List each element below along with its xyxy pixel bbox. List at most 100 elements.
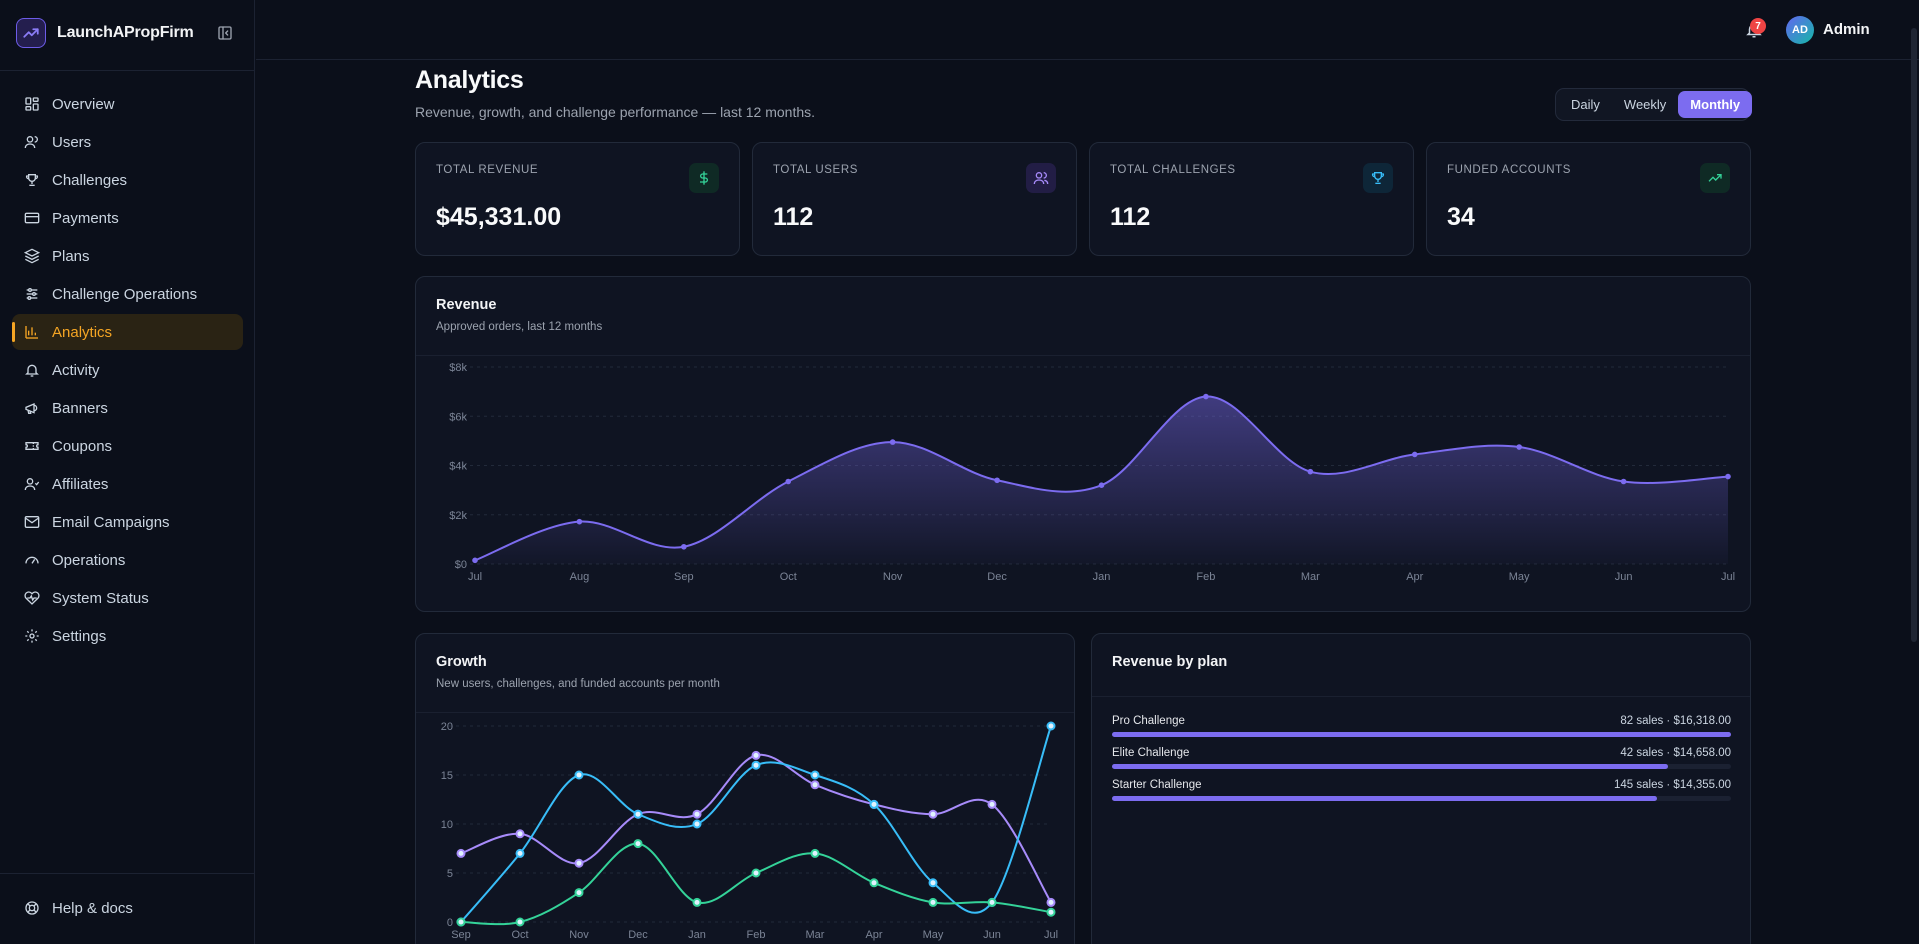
trending-up-icon: [1700, 163, 1730, 193]
range-daily-button[interactable]: Daily: [1571, 97, 1600, 112]
plan-row: Pro Challenge 82 sales · $16,318.00: [1112, 715, 1731, 743]
credit-card-icon: [24, 210, 40, 226]
card-divider: [1092, 696, 1750, 697]
x-tick-label: Dec: [628, 929, 648, 941]
data-point: [692, 897, 702, 907]
data-point: [1725, 473, 1731, 480]
sidebar-item-activity[interactable]: Activity: [12, 352, 243, 388]
x-tick-label: Sep: [451, 929, 471, 941]
data-point: [574, 858, 584, 868]
data-point: [1307, 468, 1314, 475]
sidebar-item-label: Email Campaigns: [52, 513, 170, 531]
sidebar-item-challenges[interactable]: Challenges: [12, 162, 243, 198]
page-scrollbar[interactable]: [1911, 28, 1917, 642]
x-tick-label: Mar: [806, 929, 825, 941]
plan-bar-track: [1112, 796, 1731, 801]
data-point: [994, 477, 1000, 484]
x-tick-label: Nov: [883, 571, 903, 583]
data-point: [751, 750, 761, 760]
x-tick-label: Mar: [1301, 571, 1320, 583]
x-tick-label: Jun: [983, 929, 1001, 941]
data-point: [810, 780, 820, 790]
y-tick-label: $4k: [449, 461, 467, 473]
page-subtitle: Revenue, growth, and challenge performan…: [415, 104, 816, 120]
x-tick-label: Jan: [1093, 571, 1111, 583]
sidebar-item-label: Challenge Operations: [52, 285, 198, 303]
data-point: [928, 878, 938, 888]
sidebar-item-coupons[interactable]: Coupons: [12, 428, 243, 464]
stat-label: TOTAL CHALLENGES: [1110, 164, 1236, 176]
x-tick-label: Oct: [511, 929, 528, 941]
data-point: [633, 839, 643, 849]
data-point: [456, 917, 466, 927]
sidebar-item-operations[interactable]: Operations: [12, 542, 243, 578]
data-point: [681, 543, 687, 550]
data-point: [928, 897, 938, 907]
data-point: [869, 878, 879, 888]
data-point: [472, 557, 478, 564]
grid-icon: [24, 96, 40, 112]
x-tick-label: Dec: [987, 571, 1007, 583]
users-icon: [24, 476, 40, 492]
y-tick-label: 10: [441, 819, 453, 831]
plan-bar-fill: [1112, 732, 1731, 737]
gear-icon: [24, 628, 40, 644]
user-name[interactable]: Admin: [1823, 21, 1870, 38]
sidebar-item-affiliates[interactable]: Affiliates: [12, 466, 243, 502]
layers-icon: [24, 248, 40, 264]
sidebar-item-system-status[interactable]: System Status: [12, 580, 243, 616]
sidebar-item-email-campaigns[interactable]: Email Campaigns: [12, 504, 243, 540]
help-docs-link[interactable]: Help & docs: [12, 890, 243, 928]
growth-card-subtitle: New users, challenges, and funded accoun…: [436, 678, 720, 690]
range-weekly-button[interactable]: Weekly: [1623, 97, 1667, 112]
users-icon: [1026, 163, 1056, 193]
sidebar-item-settings[interactable]: Settings: [12, 618, 243, 654]
stat-label: TOTAL REVENUE: [436, 164, 539, 176]
sidebar-item-users[interactable]: Users: [12, 124, 243, 160]
data-point: [692, 809, 702, 819]
data-point: [785, 478, 792, 485]
trophy-icon: [1363, 163, 1393, 193]
area-fill: [475, 396, 1728, 564]
sidebar-item-help[interactable]: Help & docs: [12, 890, 243, 926]
sidebar-item-payments[interactable]: Payments: [12, 200, 243, 236]
data-point: [515, 829, 525, 839]
range-monthly-button[interactable]: Monthly: [1678, 91, 1753, 118]
collapse-sidebar-icon[interactable]: [216, 24, 234, 42]
stat-card-funded-accounts: FUNDED ACCOUNTS 34: [1426, 142, 1751, 256]
series-line: [460, 753, 1052, 903]
avatar[interactable]: AD: [1786, 16, 1814, 44]
growth-card-title: Growth: [436, 654, 487, 670]
x-tick-label: Jul: [1044, 929, 1058, 941]
brand[interactable]: LaunchAPropFirm: [16, 18, 194, 48]
sidebar-item-challenge-operations[interactable]: Challenge Operations: [12, 276, 243, 312]
sidebar: LaunchAPropFirm Overview Users Challenge…: [0, 0, 255, 944]
sidebar-nav: Overview Users Challenges Payments Plans…: [12, 86, 243, 656]
data-point: [574, 770, 584, 780]
data-point: [1046, 897, 1056, 907]
sidebar-item-plans[interactable]: Plans: [12, 238, 243, 274]
revenue-card-subtitle: Approved orders, last 12 months: [436, 321, 603, 333]
x-tick-label: Aug: [570, 571, 590, 583]
sidebar-item-banners[interactable]: Banners: [12, 390, 243, 426]
data-point: [869, 799, 879, 809]
data-point: [1046, 721, 1056, 731]
data-point: [1620, 478, 1627, 485]
user-icon: [24, 134, 40, 150]
series-line: [460, 842, 1052, 926]
stat-value: 112: [1110, 203, 1151, 231]
sidebar-item-analytics[interactable]: Analytics: [12, 314, 243, 350]
x-tick-label: Apr: [1406, 571, 1423, 583]
x-tick-label: Jul: [468, 571, 482, 583]
lifebuoy-icon: [24, 900, 40, 916]
data-point: [1203, 393, 1209, 400]
stat-value: $45,331.00: [436, 203, 562, 231]
data-point: [810, 770, 820, 780]
sidebar-item-label: Overview: [52, 95, 115, 113]
data-point: [751, 760, 761, 770]
x-tick-label: May: [923, 929, 944, 941]
sidebar-item-label: Challenges: [52, 171, 128, 189]
sidebar-item-overview[interactable]: Overview: [12, 86, 243, 122]
dollar-icon: [689, 163, 719, 193]
sidebar-item-label: Help & docs: [52, 899, 133, 917]
